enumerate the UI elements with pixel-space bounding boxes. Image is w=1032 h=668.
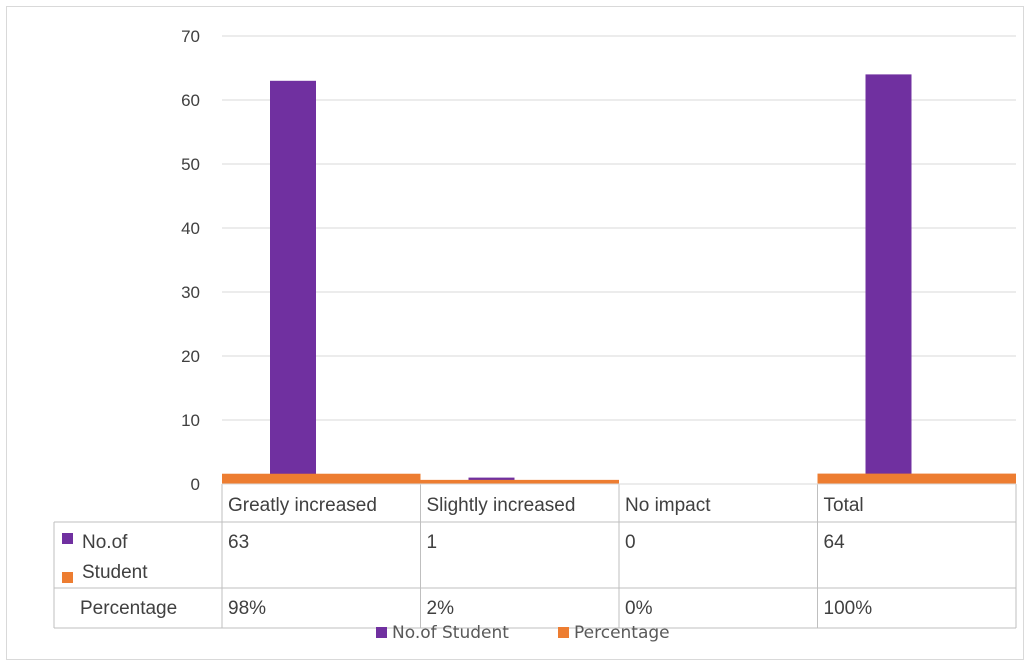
y-tick-label: 30 xyxy=(181,283,200,302)
y-tick-label: 50 xyxy=(181,155,200,174)
table-cell-value: 63 xyxy=(228,532,249,553)
category-label: Greatly increased xyxy=(228,495,377,516)
category-label: Slightly increased xyxy=(427,495,576,516)
table-cell-value: 100% xyxy=(824,598,873,619)
row-label-percentage: Percentage xyxy=(80,598,177,619)
table-cell-value: 64 xyxy=(824,532,846,553)
table-cell-value: 0 xyxy=(625,532,636,553)
y-tick-label: 10 xyxy=(181,411,200,430)
category-label: Total xyxy=(824,495,864,516)
bar-percentage xyxy=(420,479,619,484)
legend-key-no-of-student xyxy=(62,533,73,544)
legend-label: No.of Student xyxy=(392,623,509,643)
table-cell-value: 2% xyxy=(427,598,455,619)
legend-label: Percentage xyxy=(574,623,670,643)
y-tick-label: 60 xyxy=(181,91,200,110)
y-tick-label: 0 xyxy=(191,475,200,494)
table-cell-value: 1 xyxy=(427,532,438,553)
legend-key-percentage xyxy=(62,572,73,583)
legend-swatch xyxy=(558,627,569,638)
bar-percentage xyxy=(222,473,421,484)
y-tick-label: 40 xyxy=(181,219,200,238)
row-label-no-of-student: No.of xyxy=(82,532,128,553)
table-cell-value: 98% xyxy=(228,598,266,619)
row-label-no-of-student-wrap: Student xyxy=(82,562,148,583)
chart-frame xyxy=(6,6,1024,660)
legend-swatch xyxy=(376,627,387,638)
y-tick-label: 20 xyxy=(181,347,200,366)
table-cell-value: 0% xyxy=(625,598,653,619)
category-label: No impact xyxy=(625,495,711,516)
bar-percentage xyxy=(817,473,1016,484)
y-tick-label: 70 xyxy=(181,27,200,46)
bar-no-of-student xyxy=(865,74,912,485)
bar-no-of-student xyxy=(270,80,316,485)
